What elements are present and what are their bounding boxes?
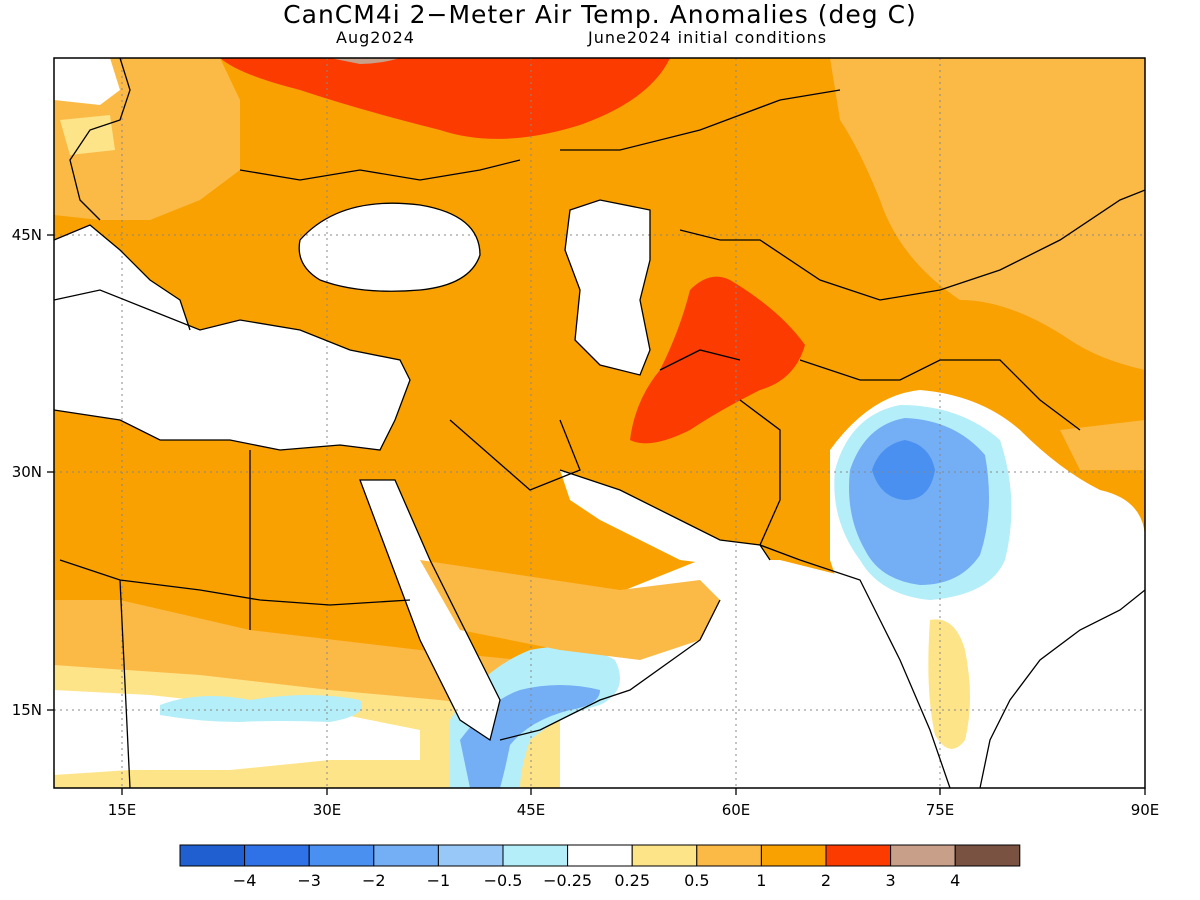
colorbar-label: 0.5	[684, 871, 709, 890]
region-india-slight-warm	[928, 619, 970, 749]
colorbar-swatch	[567, 844, 633, 867]
lon-label-90e: 90E	[1131, 801, 1160, 819]
plot-frame	[53, 57, 1146, 789]
region-chad-cool	[160, 695, 362, 722]
colorbar	[179, 844, 1021, 867]
coastlines	[53, 57, 1146, 789]
lon-label-15e: 15E	[108, 801, 137, 819]
region-mongolia-mild	[830, 58, 1145, 370]
colorbar-label: −3	[297, 871, 321, 890]
region-black-sea	[299, 203, 480, 292]
colorbar-swatch	[244, 844, 310, 867]
colorbar-swatch	[696, 844, 762, 867]
colorbar-labels: −4 −3 −2 −1 −0.5 −0.25 0.25 0.5 1 2 3 4	[233, 871, 960, 890]
lon-label-30e: 30E	[313, 801, 342, 819]
region-caspian	[565, 200, 650, 375]
colorbar-swatch	[760, 844, 827, 867]
graticule	[54, 58, 1145, 788]
lat-label-30n: 30N	[12, 463, 42, 481]
colorbar-label: −0.5	[484, 871, 523, 890]
colorbar-label: 1	[756, 871, 766, 890]
lat-label-45n: 45N	[12, 226, 42, 244]
initial-conditions: June2024 initial conditions	[588, 28, 828, 47]
colorbar-label: −1	[427, 871, 451, 890]
region-persian-gulf	[560, 470, 770, 565]
region-russia-extreme	[330, 58, 400, 64]
colorbar-swatch	[437, 844, 504, 867]
colorbar-swatch	[890, 844, 956, 867]
region-east-mild	[1060, 420, 1145, 470]
region-europe-neutral	[54, 58, 120, 105]
lat-label-15n: 15N	[12, 701, 42, 719]
colorbar-swatch	[954, 844, 1021, 867]
lon-label-45e: 45E	[517, 801, 546, 819]
lon-label-60e: 60E	[722, 801, 751, 819]
colorbar-swatch	[825, 844, 892, 867]
colorbar-label: 4	[950, 871, 960, 890]
tick-marks	[47, 234, 1146, 795]
colorbar-label: 3	[886, 871, 896, 890]
colorbar-swatch	[631, 844, 698, 867]
colorbar-swatch	[179, 844, 246, 867]
region-sahel-neutral	[54, 690, 420, 775]
lon-labels: 15E 30E 45E 60E 75E 90E	[108, 801, 1160, 819]
colorbar-label: 2	[821, 871, 831, 890]
colorbar-swatch	[308, 844, 375, 867]
colorbar-label: −0.25	[543, 871, 592, 890]
anomaly-field	[54, 58, 1145, 788]
colorbar-swatch	[502, 844, 569, 867]
lat-labels: 45N 30N 15N	[12, 226, 42, 719]
region-red-sea	[360, 480, 500, 740]
colorbar-label: −2	[362, 871, 386, 890]
region-europe-slight	[60, 115, 115, 155]
colorbar-label: −4	[233, 871, 257, 890]
forecast-month: Aug2024	[336, 28, 415, 47]
region-arabia-mild	[420, 560, 720, 660]
region-turkmen-strong	[630, 276, 805, 444]
region-adriatic-balkans	[54, 225, 190, 330]
map-title: CanCM4i 2−Meter Air Temp. Anomalies (deg…	[283, 0, 917, 29]
lon-label-75e: 75E	[926, 801, 955, 819]
region-pakistan-coolest	[872, 440, 935, 500]
region-russia-strong	[220, 58, 670, 139]
colorbar-label: 0.25	[614, 871, 650, 890]
colorbar-swatch	[373, 844, 439, 867]
